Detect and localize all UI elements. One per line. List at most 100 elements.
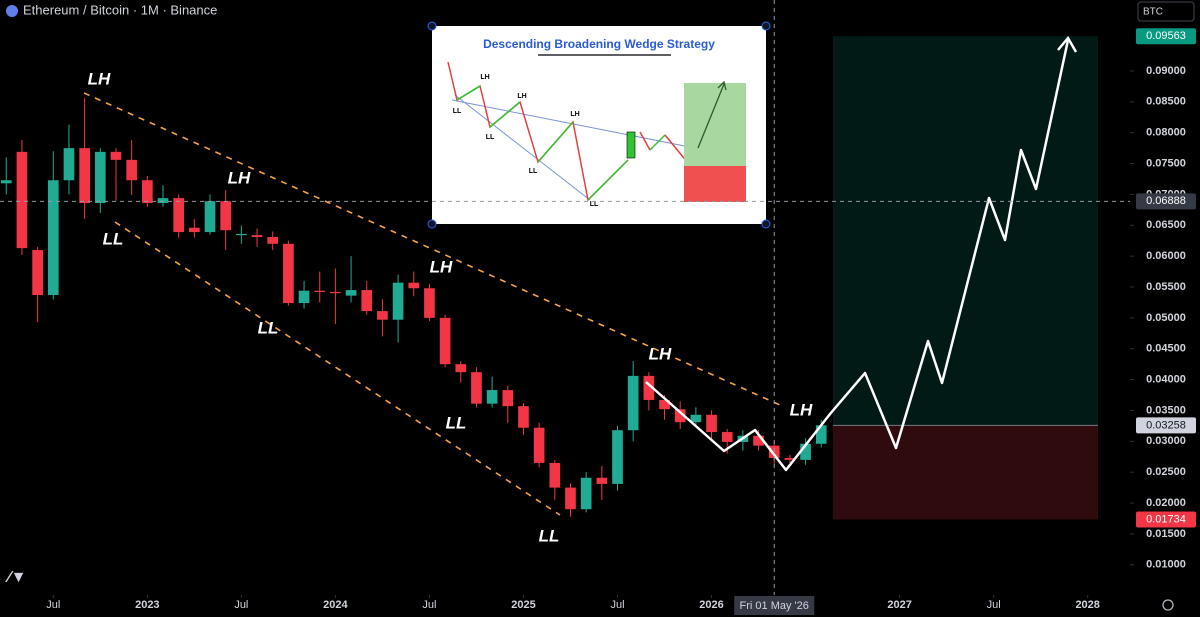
x-tick-label: Jul [987, 599, 1001, 611]
projection-arrow [1057, 35, 1078, 53]
y-tick-label: 0.01500 [1146, 528, 1186, 540]
x-tick-label: Jul [610, 599, 624, 611]
candle-body [706, 414, 717, 433]
candle-body [800, 443, 811, 460]
wedge-lower [114, 221, 561, 516]
target-zone [833, 36, 1098, 426]
x-tick-label: 2024 [323, 599, 348, 611]
price-badge [1136, 511, 1196, 528]
handle[interactable] [761, 21, 771, 31]
y-tick-label: 0.06500 [1146, 219, 1186, 231]
candle-body [612, 430, 623, 484]
candle-body [518, 406, 529, 428]
candle-body [580, 477, 592, 510]
pattern-label: LH [790, 400, 813, 419]
candle-body [47, 180, 59, 296]
inset-stop [684, 166, 746, 202]
projection-path [645, 39, 1070, 472]
candle-body [643, 375, 655, 400]
candle-body [79, 148, 90, 204]
candles [0, 98, 827, 517]
price-badge-label: 0.09563 [1146, 30, 1186, 42]
inset-lower [454, 94, 591, 201]
candle-body [126, 159, 137, 181]
symbol-title[interactable]: Ethereum / Bitcoin · 1M · Binance [23, 2, 217, 17]
inset-title: Descending Broadening Wedge Strategy [483, 37, 715, 51]
currency-button[interactable] [1137, 1, 1195, 22]
candle-body [753, 435, 764, 446]
candle-body [16, 151, 28, 249]
inset-target [684, 83, 746, 166]
y-tick-label: 0.02000 [1146, 497, 1186, 509]
y-tick-label: 0.04500 [1146, 343, 1186, 355]
candle-body [220, 201, 232, 231]
handle[interactable] [427, 21, 437, 31]
candle-body [784, 457, 796, 460]
candle-body [549, 462, 561, 488]
candle-body [251, 235, 263, 238]
inset-label: LH [480, 74, 489, 81]
inset-label: LL [590, 201, 599, 208]
candle-body [565, 487, 576, 510]
inset-label: LH [517, 93, 526, 100]
x-tick-label: 2026 [699, 599, 723, 611]
candle-body [63, 148, 75, 181]
x-tick-label: 2027 [887, 599, 911, 611]
candle-body [345, 290, 357, 296]
price-badge [1136, 28, 1196, 45]
inset-label: LL [486, 134, 495, 141]
candle-body [815, 425, 827, 444]
x-tick-label: 2025 [511, 599, 535, 611]
candle-body [533, 427, 545, 463]
candle-body [486, 390, 498, 404]
symbol-icon[interactable] [6, 5, 18, 17]
candle-body [236, 233, 247, 236]
price-badge-label: 0.03258 [1146, 419, 1186, 431]
candle-body [659, 399, 670, 410]
candle-body [157, 198, 169, 204]
logo[interactable]: ⁄▼ [5, 569, 27, 586]
candle-body [424, 288, 435, 318]
background-layer [833, 36, 1098, 520]
candle-body [392, 282, 404, 320]
settings-icon[interactable] [1162, 599, 1174, 611]
price-badge-label: 0.01734 [1146, 513, 1186, 525]
candle-body [314, 290, 326, 292]
candle-body [110, 151, 122, 160]
y-tick-label: 0.03500 [1146, 404, 1186, 416]
pattern-label: LH [430, 257, 453, 276]
handle[interactable] [761, 219, 771, 229]
x-tick-label: 2023 [135, 599, 159, 611]
y-tick-label: 0.03000 [1146, 435, 1186, 447]
candle-body [455, 364, 467, 373]
x-tick-label: 2028 [1075, 599, 1099, 611]
x-tick-label: Jul [422, 599, 436, 611]
pattern-label: LH [88, 69, 111, 88]
candle-body [32, 249, 43, 296]
candle-body [204, 201, 216, 233]
candle-body [502, 390, 514, 407]
candle-body [173, 198, 184, 233]
candle-body [361, 290, 373, 312]
x-tick-label: Jul [46, 599, 60, 611]
price-badge [1136, 193, 1196, 210]
candle-body [298, 290, 310, 304]
handle[interactable] [427, 219, 437, 229]
candle-body [283, 243, 294, 304]
candle-body [189, 227, 200, 233]
candle-body [408, 282, 420, 289]
candle-body [330, 291, 341, 294]
inset-label: LL [529, 168, 538, 175]
candle-body [0, 180, 12, 184]
y-tick-label: 0.09000 [1146, 65, 1186, 77]
crosshair-x-badge [734, 596, 815, 615]
y-tick-label: 0.07500 [1146, 157, 1186, 169]
y-tick-label: 0.06000 [1146, 250, 1186, 262]
candle-body [439, 317, 451, 365]
pattern-label: LL [446, 413, 467, 432]
inset-arrow [697, 83, 725, 149]
currency-label[interactable]: BTC [1143, 7, 1163, 18]
inset-label: LL [453, 108, 462, 115]
